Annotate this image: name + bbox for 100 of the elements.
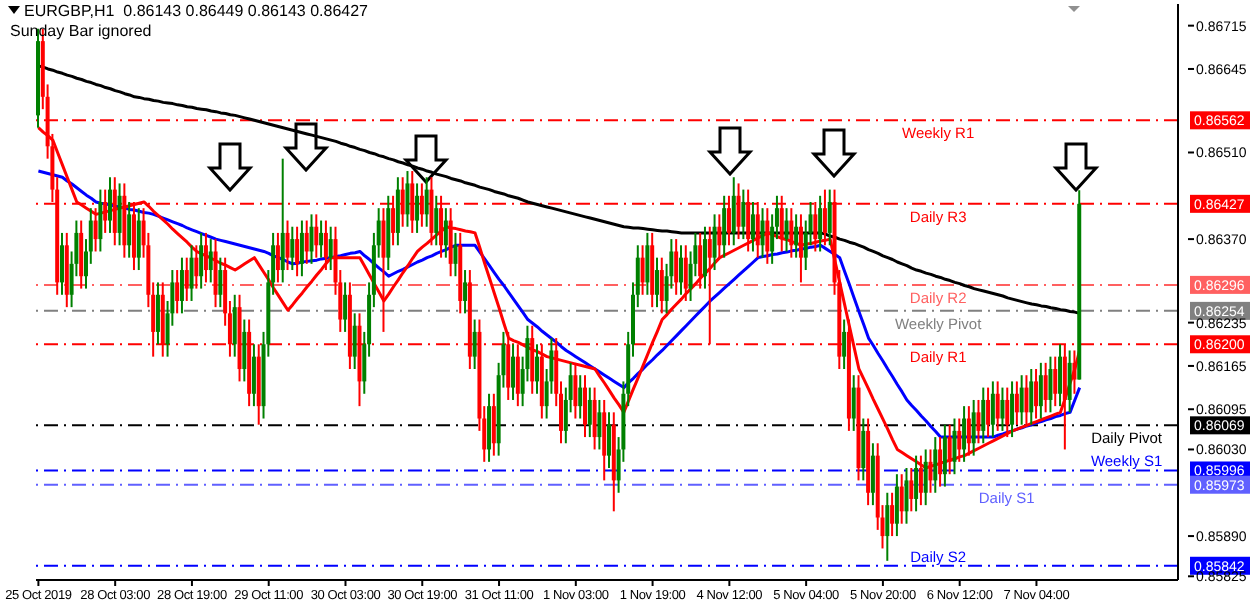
- candlestick: [607, 411, 611, 470]
- candlestick: [1043, 361, 1048, 414]
- candlestick: [750, 200, 755, 253]
- candlestick: [103, 188, 108, 234]
- candlestick: [285, 219, 290, 272]
- candlestick: [731, 176, 736, 247]
- candlestick: [784, 207, 789, 253]
- candlestick: [640, 244, 645, 296]
- candlestick: [434, 194, 439, 247]
- candlestick: [323, 219, 328, 272]
- candlestick: [1014, 380, 1019, 426]
- candlestick: [1058, 343, 1063, 408]
- candlestick: [59, 231, 64, 296]
- candlestick: [395, 176, 400, 247]
- candlestick: [1067, 349, 1072, 414]
- candlestick: [674, 238, 679, 296]
- candlestick: [117, 182, 122, 247]
- candlestick: [463, 269, 468, 315]
- candlestick: [213, 238, 218, 309]
- candlestick: [683, 244, 688, 302]
- candlestick: [290, 225, 295, 272]
- candlestick: [962, 405, 967, 463]
- candlestick: [511, 343, 516, 401]
- candlestick: [712, 213, 717, 272]
- candlestick: [851, 374, 856, 432]
- candlestick: [535, 343, 540, 395]
- candlestick: [966, 405, 971, 457]
- candlestick: [861, 417, 866, 482]
- candlestick: [242, 318, 247, 383]
- candlestick: [203, 231, 208, 284]
- candlestick: [952, 417, 957, 476]
- candlestick: [405, 170, 410, 228]
- candlestick: [885, 491, 890, 562]
- candlestick: [1024, 374, 1029, 426]
- candlestick: [765, 207, 770, 265]
- candlestick: [995, 380, 1000, 432]
- candlestick: [309, 213, 314, 265]
- candlestick: [698, 231, 703, 290]
- candlestick: [981, 386, 986, 445]
- candlestick: [93, 207, 98, 253]
- candlestick: [741, 188, 746, 241]
- candlestick: [645, 231, 650, 296]
- candlestick: [314, 213, 319, 259]
- candlestick: [453, 231, 458, 278]
- candlestick: [1029, 368, 1034, 426]
- candlestick: [304, 219, 309, 265]
- candlestick: [175, 269, 180, 315]
- candlestick: [909, 467, 914, 513]
- candlestick: [933, 436, 938, 494]
- candlestick: [1072, 349, 1077, 395]
- candlestick: [429, 176, 434, 247]
- candlestick: [415, 182, 420, 234]
- candlestick: [275, 231, 280, 284]
- candlestick: [98, 188, 103, 253]
- candlestick: [208, 238, 213, 284]
- candlestick: [251, 343, 256, 408]
- candlestick: [717, 213, 722, 259]
- candlestick: [957, 417, 962, 463]
- candlestick: [79, 219, 84, 290]
- candlestick: [194, 244, 199, 290]
- chart-title: EURGBP,H1 0.86143 0.86449 0.86143 0.86427: [24, 2, 368, 20]
- candlestick: [976, 398, 981, 445]
- candlestick: [870, 442, 875, 507]
- candlestick: [578, 374, 583, 420]
- candlestick: [942, 423, 947, 488]
- candlestick: [155, 281, 160, 346]
- candlestick: [424, 176, 429, 228]
- candlestick: [702, 225, 707, 290]
- candlestick: [1005, 386, 1010, 439]
- candlestick: [573, 361, 578, 420]
- candlestick: [971, 398, 976, 457]
- candlestick: [789, 207, 794, 259]
- candlestick: [443, 207, 448, 259]
- candlestick: [597, 398, 602, 451]
- candlestick: [818, 194, 823, 253]
- candlestick: [654, 256, 659, 309]
- candlestick: [1048, 355, 1053, 414]
- candlestick: [602, 398, 607, 482]
- candlestick: [678, 244, 683, 296]
- candlestick: [722, 194, 727, 259]
- candlestick: [914, 454, 919, 513]
- candlestick: [107, 176, 112, 234]
- candlestick: [472, 318, 477, 371]
- candlestick: [343, 281, 348, 333]
- candlestick: [328, 225, 333, 272]
- candlestick: [189, 244, 194, 302]
- candlestick: [1053, 355, 1058, 408]
- candlestick: [299, 219, 304, 278]
- candlestick: [794, 213, 799, 259]
- candlestick: [890, 491, 895, 538]
- candlestick: [487, 392, 492, 463]
- candlestick: [1010, 380, 1015, 439]
- candlestick: [904, 467, 909, 525]
- text: Sunday Bar ignored: [10, 22, 152, 40]
- candlestick: [1019, 374, 1024, 426]
- candlestick: [448, 207, 453, 278]
- candlestick: [899, 473, 904, 525]
- candlestick: [842, 318, 847, 371]
- candlestick: [798, 213, 803, 284]
- candlestick: [659, 256, 664, 315]
